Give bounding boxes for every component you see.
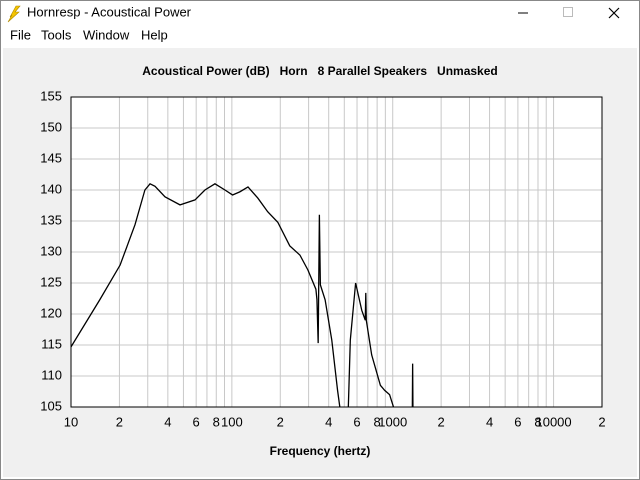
y-tick-label: 125 (40, 274, 62, 289)
y-tick-label: 130 (40, 243, 62, 258)
menu-item[interactable]: Tools (41, 27, 72, 42)
y-tick-label: 135 (40, 212, 62, 227)
menu-item[interactable]: File (10, 27, 31, 42)
y-tick-label: 155 (40, 88, 62, 103)
x-tick-label: 8 (374, 414, 381, 429)
y-tick-label: 150 (40, 119, 62, 134)
y-tick-label: 140 (40, 181, 62, 196)
app-icon (7, 5, 21, 23)
x-tick-label: 10 (64, 414, 78, 429)
x-tick-label: 4 (325, 414, 332, 429)
x-tick-label: 2 (277, 414, 284, 429)
x-tick-label: 2 (598, 414, 605, 429)
plot-border (70, 96, 603, 408)
x-tick-label: 10000 (535, 414, 571, 429)
x-tick-label: 100 (221, 414, 243, 429)
x-tick-label: 1000 (378, 414, 407, 429)
menu-item[interactable]: Window (83, 27, 130, 42)
x-tick-label: 2 (116, 414, 123, 429)
menu-item[interactable]: Help (141, 27, 168, 42)
x-tick-label: 6 (353, 414, 360, 429)
window-title: Hornresp - Acoustical Power (27, 4, 192, 19)
y-tick-label: 145 (40, 150, 62, 165)
data-line (71, 182, 414, 407)
x-tick-label: 2 (438, 414, 445, 429)
x-tick-label: 6 (193, 414, 200, 429)
x-tick-label: 4 (164, 414, 171, 429)
maximize-button[interactable] (563, 7, 573, 17)
y-tick-label: 110 (41, 367, 62, 382)
x-tick-label: 8 (534, 414, 541, 429)
x-tick-label: 4 (486, 414, 493, 429)
chart-title: Acoustical Power (dB) Horn 8 Parallel Sp… (142, 64, 497, 78)
x-tick-label: 8 (213, 414, 220, 429)
x-axis-label: Frequency (hertz) (270, 444, 371, 458)
close-button[interactable] (608, 7, 620, 19)
y-tick-label: 105 (40, 398, 62, 413)
grid (70, 96, 603, 408)
plot-marks (71, 182, 414, 407)
x-tick-label: 6 (514, 414, 521, 429)
y-tick-label: 115 (41, 336, 62, 351)
y-tick-label: 120 (40, 305, 62, 320)
